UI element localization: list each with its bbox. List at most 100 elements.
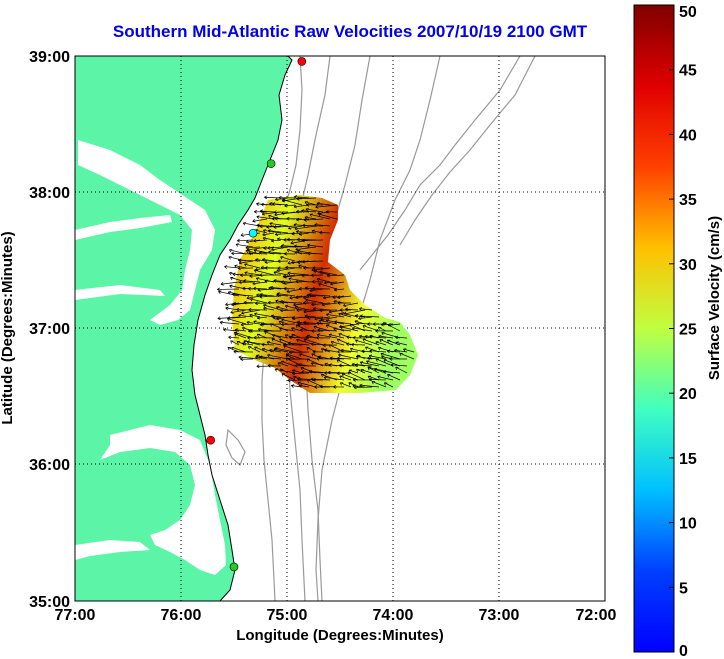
velocity-vector [277,362,289,367]
velocity-vector [298,384,310,388]
velocity-vector [238,260,254,265]
velocity-vector [318,213,338,220]
velocity-vector [259,355,282,360]
velocity-vector [219,320,240,325]
velocity-vector [286,216,303,221]
velocity-vector [254,312,275,318]
velocity-vector [269,222,289,227]
velocity-vector [359,314,380,319]
colorbar-tick-label: 10 [679,516,697,533]
velocity-vector [248,307,268,312]
velocity-vector [248,251,268,256]
velocity-vector [333,385,345,389]
velocity-vector [232,272,247,277]
velocity-vector [382,370,401,374]
y-axis-label: Latitude (Degrees:Minutes) [0,231,16,424]
velocity-vector [304,314,317,319]
velocity-vector [276,267,296,273]
velocity-vector [283,251,296,256]
velocity-vector [383,322,401,332]
velocity-vector [316,321,331,326]
velocity-vector [314,223,331,227]
velocity-vector [311,286,331,291]
velocity-vector [244,263,261,269]
velocity-vector [322,295,338,300]
velocity-vector [315,204,338,209]
plot-frame [74,55,606,602]
velocity-vector [296,308,317,312]
velocity-vector [261,348,275,353]
x-tick-label: 75:00 [267,607,308,624]
y-tick-label: 38:00 [29,185,70,202]
velocity-vector [380,352,401,360]
velocity-vector [299,353,317,360]
map-title: Southern Mid-Atlantic Raw Velocities 200… [112,22,588,41]
velocity-vector [301,370,324,374]
velocity-vector [284,304,303,311]
velocity-vector [287,271,310,276]
velocity-vector [274,232,296,237]
velocity-vector [267,229,289,234]
velocity-vector [390,363,408,367]
velocity-vector [261,342,275,347]
velocity-vector [338,312,352,318]
y-tick-label: 39:00 [29,49,70,66]
velocity-vector [341,373,359,381]
velocity-vector [228,335,240,340]
velocity-vector [282,198,303,206]
velocity-vector [316,333,338,339]
velocity-vector [366,360,387,367]
velocity-vector [395,366,408,374]
velocity-vector [294,195,310,199]
velocity-vector [339,382,352,388]
y-tick-label: 36:00 [29,457,70,474]
velocity-vector [378,326,387,332]
velocity-vector [337,295,352,299]
velocity-vector [227,347,240,353]
station-marker [266,159,276,168]
velocity-vector [273,271,289,276]
velocity-vector [337,301,352,305]
velocity-vector [246,320,261,325]
velocity-vector [281,243,303,248]
velocity-vector [375,341,387,346]
velocity-vector [305,298,324,304]
velocity-vector [300,367,317,374]
velocity-vector [323,280,338,285]
velocity-vector [294,225,317,231]
velocity-vector [259,273,282,277]
velocity-vector [403,348,415,353]
velocity-vector [294,250,310,255]
velocity-vector [283,286,296,291]
velocity-vector [309,213,331,220]
velocity-vector [326,273,345,278]
velocity-vector [263,246,275,250]
colorbar-ticks: 0 5 10 15 20 25 30 35 40 45 50 [669,4,697,659]
velocity-vector [256,315,268,320]
velocity-vector [386,349,401,354]
velocity-vector [259,224,275,229]
velocity-vector [283,345,303,353]
velocity-vector [253,269,275,276]
velocity-vector [297,381,317,388]
velocity-vector [267,246,282,250]
velocity-vector [276,292,296,297]
velocity-vector [254,301,275,306]
velocity-vector [351,362,373,367]
velocity-vector [238,355,261,360]
velocity-vector [272,202,289,206]
velocity-vector [328,333,345,339]
velocity-vector [305,207,324,213]
velocity-vector [279,327,296,332]
pamlico-sound [100,425,226,575]
velocity-vector [352,335,366,340]
velocity-vector [256,223,268,228]
y-tick-label: 37:00 [29,321,70,338]
velocity-vector [281,211,303,216]
velocity-vector [307,251,324,256]
velocity-vector [263,307,275,311]
colorbar-tick-label: 45 [679,63,697,80]
velocity-vector [309,288,324,293]
velocity-vector [347,371,366,381]
